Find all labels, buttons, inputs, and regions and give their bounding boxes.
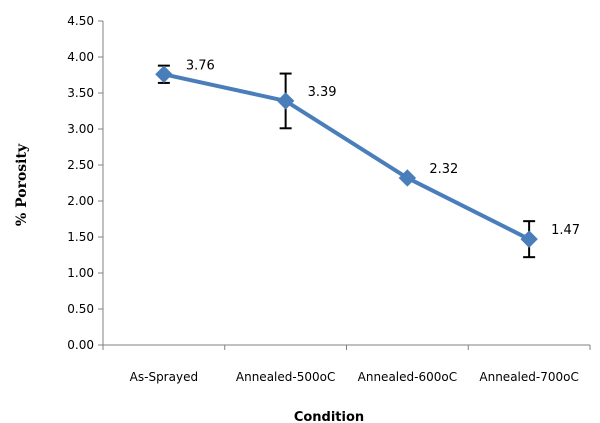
data-labels: 3.76 3.39 2.32 1.47 xyxy=(186,58,580,238)
y-tick-label: 3.00 xyxy=(67,122,94,136)
y-tick-label: 3.50 xyxy=(67,86,94,100)
y-axis: 0.00 0.50 1.00 1.50 2.00 2.50 3.00 3.50 4.00 4.50 xyxy=(67,14,104,352)
data-point-marker xyxy=(155,65,173,83)
x-category-label: Annealed-600oC xyxy=(358,370,457,384)
error-bars xyxy=(157,64,536,259)
y-tick-label: 0.50 xyxy=(67,302,94,316)
y-tick-label: 2.50 xyxy=(67,158,94,172)
data-label: 3.76 xyxy=(186,58,215,73)
series xyxy=(155,65,538,248)
y-tick-label: 2.00 xyxy=(67,194,94,208)
data-point-marker xyxy=(520,230,538,248)
x-category-label: Annealed-500oC xyxy=(236,370,335,384)
data-label: 2.32 xyxy=(429,162,458,177)
x-category-label: Annealed-700oC xyxy=(479,370,578,384)
y-tick-label: 0.00 xyxy=(67,338,94,352)
data-point-marker xyxy=(276,92,295,110)
x-axis: As-Sprayed Annealed-500oC Annealed-600oC An… xyxy=(102,344,591,384)
y-tick-label: 1.50 xyxy=(67,230,94,244)
x-category-label: As-Sprayed xyxy=(130,370,198,384)
data-label: 3.39 xyxy=(308,85,337,100)
y-tick-label: 4.50 xyxy=(67,14,94,28)
x-axis-title: Condition xyxy=(294,410,364,423)
data-label: 1.47 xyxy=(551,223,580,238)
series-line xyxy=(163,72,531,241)
y-tick-label: 4.00 xyxy=(67,50,94,64)
y-axis-title: % Porosity xyxy=(14,143,30,226)
y-tick-label: 1.00 xyxy=(67,266,94,280)
data-point-marker xyxy=(398,169,417,187)
